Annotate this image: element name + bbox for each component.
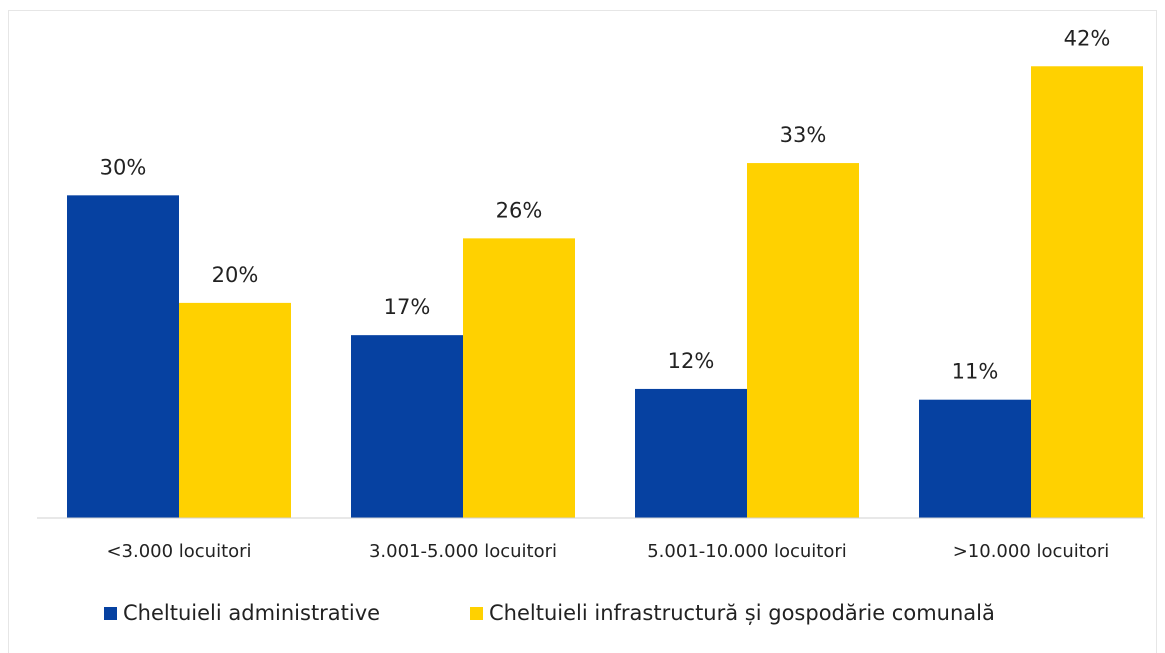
x-tick-label: 5.001-10.000 locuitori [647,541,847,562]
bar [463,238,575,518]
x-tick-label: 3.001-5.000 locuitori [369,541,557,562]
value-label: 30% [100,155,147,179]
value-label: 12% [668,349,715,373]
legend-label: Cheltuieli administrative [123,601,380,625]
legend-swatch [470,607,483,620]
chart-frame [8,10,1157,653]
value-label: 20% [212,263,259,287]
bar [1031,66,1143,519]
legend-label: Cheltuieli infrastructură și gospodărie … [489,601,995,625]
bar [351,335,463,518]
bar [635,388,747,518]
value-label: 26% [496,198,543,222]
value-label: 42% [1064,26,1111,50]
bar [67,195,179,519]
x-tick-label: >10.000 locuitori [953,541,1110,562]
bar [179,302,291,518]
legend-swatch [104,607,117,620]
value-label: 33% [780,123,827,147]
bar [747,163,859,519]
x-tick-label: <3.000 locuitori [106,541,251,562]
value-label: 11% [952,360,999,384]
value-label: 17% [384,295,431,319]
bar [919,399,1031,518]
